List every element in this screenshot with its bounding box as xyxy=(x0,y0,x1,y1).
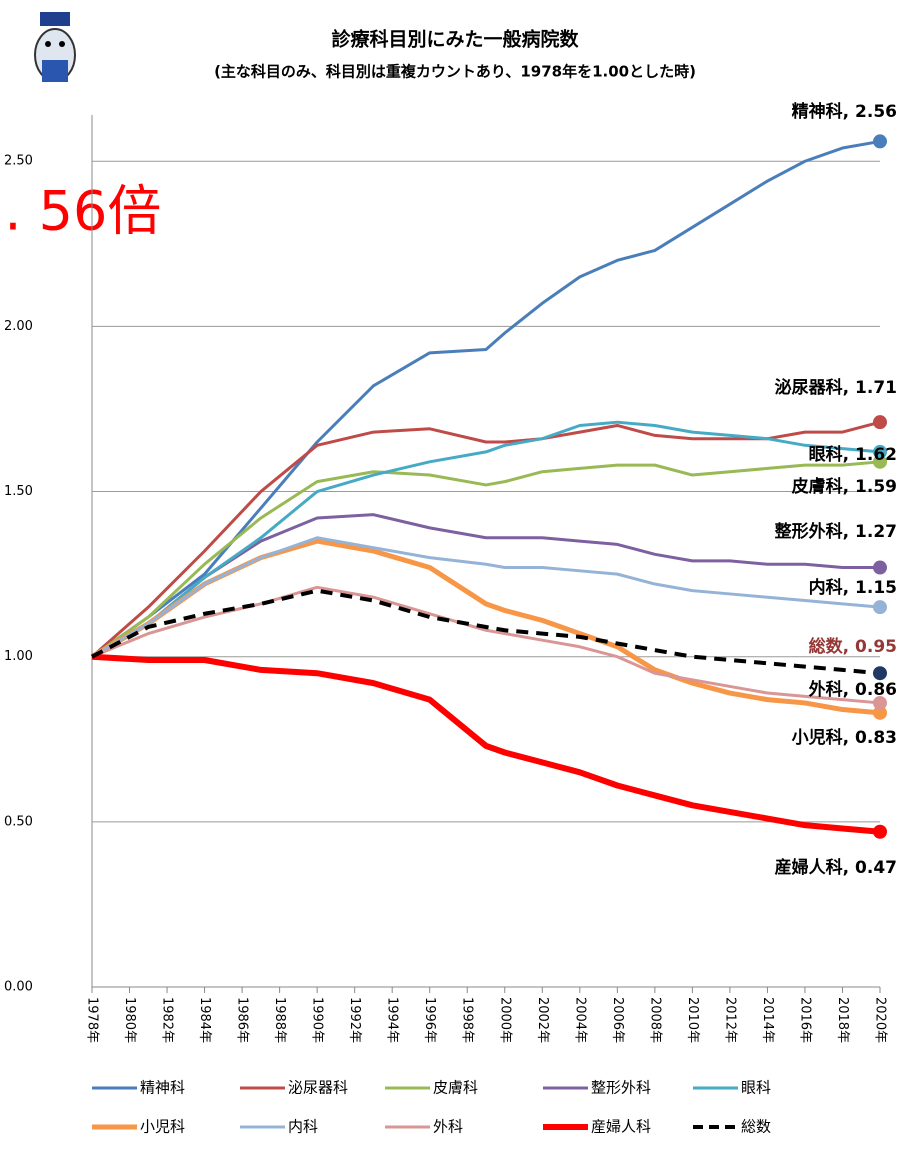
x-tick-label: 2010年 xyxy=(685,997,700,1043)
end-label: 整形外科, 1.27 xyxy=(775,521,897,542)
x-tick-label: 2012年 xyxy=(722,997,737,1043)
x-tick-label: 2016年 xyxy=(797,997,812,1043)
series-line xyxy=(92,657,880,832)
x-tick-label: 1982年 xyxy=(160,997,175,1043)
chart-subtitle: (主な科目のみ、科目別は重複カウントあり、1978年を1.00とした時) xyxy=(214,63,696,81)
x-tick-label: 2018年 xyxy=(835,997,850,1043)
end-label: 眼科, 1.62 xyxy=(809,444,897,465)
end-marker xyxy=(873,600,887,614)
series-line xyxy=(92,515,880,657)
legend-label: 総数 xyxy=(741,1118,771,1136)
legend-label: 内科 xyxy=(288,1118,318,1136)
end-label: 外科, 0.86 xyxy=(809,679,897,700)
end-marker xyxy=(873,561,887,575)
legend-label: 小児科 xyxy=(140,1118,185,1136)
end-marker xyxy=(873,134,887,148)
legend-label: 皮膚科 xyxy=(433,1079,478,1097)
legend-label: 整形外科 xyxy=(591,1079,651,1097)
end-label: 皮膚科, 1.59 xyxy=(792,476,897,497)
x-tick-label: 1980年 xyxy=(122,997,137,1043)
end-label: 泌尿器科, 1.71 xyxy=(775,377,897,398)
x-tick-label: 2000年 xyxy=(497,997,512,1043)
chart-title: 診療科目別にみた一般病院数 xyxy=(331,28,579,51)
legend-label: 眼科 xyxy=(741,1079,771,1097)
x-tick-label: 1992年 xyxy=(347,997,362,1043)
end-marker xyxy=(873,666,887,680)
x-tick-label: 1978年 xyxy=(85,997,100,1043)
end-marker xyxy=(873,415,887,429)
x-tick-label: 1984年 xyxy=(197,997,212,1043)
end-label: 内科, 1.15 xyxy=(809,577,897,598)
x-tick-label: 2004年 xyxy=(572,997,587,1043)
series-line xyxy=(92,538,880,657)
legend-label: 外科 xyxy=(433,1118,463,1136)
legend-label: 精神科 xyxy=(140,1079,185,1097)
y-tick-label: 1.00 xyxy=(4,649,33,664)
logo xyxy=(35,12,75,82)
x-tick-label: 1998年 xyxy=(460,997,475,1043)
y-tick-label: 2.50 xyxy=(4,154,33,169)
x-tick-label: 2020年 xyxy=(873,997,888,1043)
x-tick-label: 1988年 xyxy=(272,997,287,1043)
chart: 診療科目別にみた一般病院数 (主な科目のみ、科目別は重複カウントあり、1978年… xyxy=(0,0,902,1163)
y-tick-label: 0.50 xyxy=(4,814,33,829)
y-tick-label: 1.50 xyxy=(4,484,33,499)
x-tick-label: 1986年 xyxy=(235,997,250,1043)
x-tick-label: 1990年 xyxy=(310,997,325,1043)
series-line xyxy=(92,422,880,657)
end-label: 産婦人科, 0.47 xyxy=(775,857,897,878)
x-tick-label: 1994年 xyxy=(385,997,400,1043)
end-label: 精神科, 2.56 xyxy=(792,101,897,122)
series-line xyxy=(92,422,880,657)
x-tick-label: 1996年 xyxy=(422,997,437,1043)
end-label: 総数, 0.95 xyxy=(809,636,897,657)
x-tick-label: 2014年 xyxy=(760,997,775,1043)
annotation: 2. 56倍 xyxy=(0,180,161,243)
end-marker xyxy=(873,825,887,839)
y-tick-label: 2.00 xyxy=(4,319,33,334)
legend-label: 泌尿器科 xyxy=(288,1079,348,1097)
end-label: 小児科, 0.83 xyxy=(792,727,897,748)
y-tick-label: 0.00 xyxy=(4,980,33,995)
legend-label: 産婦人科 xyxy=(591,1118,651,1136)
x-tick-label: 2002年 xyxy=(535,997,550,1043)
x-tick-label: 2006年 xyxy=(610,997,625,1043)
x-tick-label: 2008年 xyxy=(647,997,662,1043)
